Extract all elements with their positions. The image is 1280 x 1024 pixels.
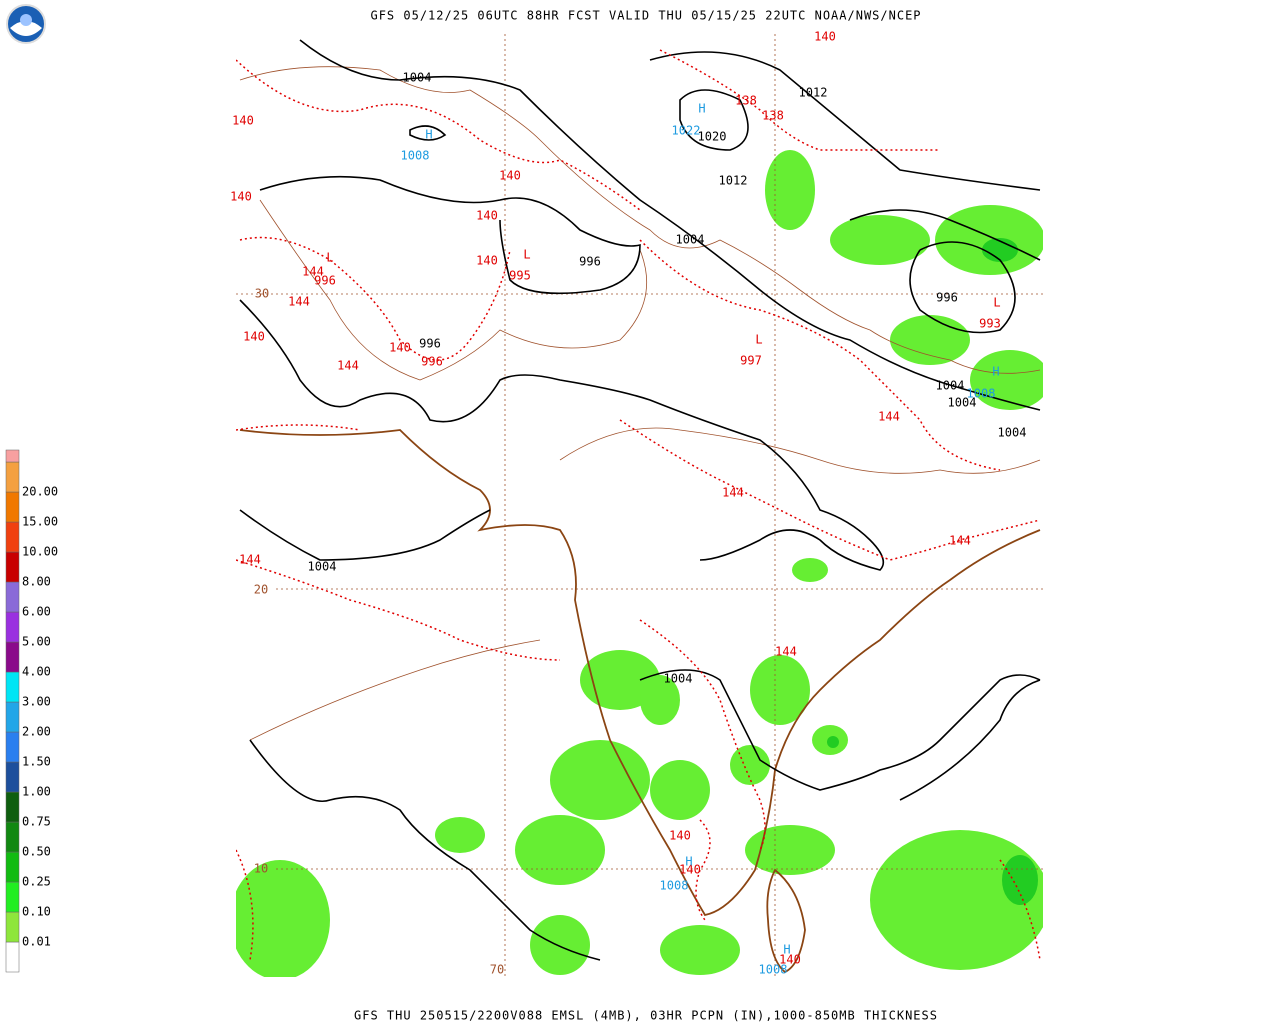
header-title: GFS 05/12/25 06UTC 88HR FCST VALID THU 0… <box>370 9 921 23</box>
legend-label: 1.50 <box>22 755 51 769</box>
grid-label: 10 <box>254 862 268 876</box>
low-marker: L <box>755 333 762 347</box>
grid-label: 20 <box>254 583 268 597</box>
high-value: 1008 <box>967 387 996 401</box>
legend-swatch <box>5 581 20 613</box>
pressure-label: 1012 <box>799 86 828 100</box>
thickness-label: 140 <box>779 953 801 967</box>
legend-swatch <box>5 461 20 493</box>
thickness-label: 144 <box>722 486 744 500</box>
high-marker: H <box>425 128 432 142</box>
legend-label: 10.00 <box>22 545 58 559</box>
map-area <box>236 34 1043 977</box>
thickness-label: 144 <box>775 645 797 659</box>
legend-swatch <box>5 701 20 733</box>
legend-label: 5.00 <box>22 635 51 649</box>
legend-label: 3.00 <box>22 695 51 709</box>
high-value: 1022 <box>672 124 701 138</box>
thickness-label: 140 <box>476 254 498 268</box>
thickness-label: 144 <box>288 295 310 309</box>
low-value: 993 <box>979 317 1001 331</box>
low-marker: L <box>326 251 333 265</box>
footer-caption: GFS THU 250515/2200V088 EMSL (4MB), 03HR… <box>354 1009 938 1023</box>
thickness-label: 144 <box>239 553 261 567</box>
low-value: 996 <box>314 274 336 288</box>
thickness-label: 140 <box>669 829 691 843</box>
legend-swatch <box>5 851 20 883</box>
legend-swatch <box>5 911 20 943</box>
high-value: 1008 <box>759 963 788 977</box>
thickness-label: 140 <box>679 863 701 877</box>
legend-swatch <box>5 551 20 583</box>
pressure-label: 1004 <box>936 379 965 393</box>
thickness-label: 140 <box>243 330 265 344</box>
precip <box>236 150 1043 977</box>
pressure-label: 996 <box>419 337 441 351</box>
legend-swatch <box>5 521 20 553</box>
thickness-label: 138 <box>762 109 784 123</box>
high-marker: H <box>698 102 705 116</box>
thickness-label: 144 <box>302 265 324 279</box>
pressure-label: 996 <box>936 291 958 305</box>
legend-swatch <box>5 791 20 823</box>
low-value: 995 <box>509 269 531 283</box>
pressure-label: 1004 <box>403 71 432 85</box>
thickness-label: 140 <box>476 209 498 223</box>
pressure-label: 996 <box>579 255 601 269</box>
thickness-label: 144 <box>337 359 359 373</box>
thickness-label: 140 <box>814 30 836 44</box>
legend-swatch <box>5 761 20 793</box>
high-marker: H <box>783 943 790 957</box>
pressure-label: 1004 <box>948 396 977 410</box>
low-value: 996 <box>421 355 443 369</box>
thickness-label: 144 <box>878 410 900 424</box>
legend-swatch <box>5 449 20 463</box>
high-marker: H <box>992 365 999 379</box>
legend-label: 0.50 <box>22 845 51 859</box>
thickness-label: 140 <box>232 114 254 128</box>
legend-swatch <box>5 821 20 853</box>
legend-label: 6.00 <box>22 605 51 619</box>
noaa-logo <box>6 4 46 44</box>
pressure-label: 1004 <box>676 233 705 247</box>
thickness-label: 140 <box>499 169 521 183</box>
pressure-label: 1004 <box>998 426 1027 440</box>
thickness-label: 140 <box>389 341 411 355</box>
legend-label: 2.00 <box>22 725 51 739</box>
legend-label: 15.00 <box>22 515 58 529</box>
legend-label: 20.00 <box>22 485 58 499</box>
high-value: 1008 <box>401 149 430 163</box>
pressure-label: 1004 <box>308 560 337 574</box>
legend-label: 8.00 <box>22 575 51 589</box>
legend-swatch <box>5 671 20 703</box>
map-labels: 30 20 10 70 1004 1012 1020 1012 1004 996 996 996 100… <box>230 30 1026 977</box>
grid-label: 30 <box>255 287 269 301</box>
legend-swatch <box>5 611 20 643</box>
low-value: 997 <box>740 354 762 368</box>
thickness-label: 138 <box>735 94 757 108</box>
legend-swatch <box>5 641 20 673</box>
legend-swatch <box>5 881 20 913</box>
pressure-label: 1004 <box>664 672 693 686</box>
thickness-label: 144 <box>949 534 971 548</box>
legend-label: 0.25 <box>22 875 51 889</box>
legend-label: 4.00 <box>22 665 51 679</box>
legend-swatch <box>5 731 20 763</box>
pressure-label: 1012 <box>719 174 748 188</box>
thickness-label: 140 <box>230 190 252 204</box>
legend-label: 1.00 <box>22 785 51 799</box>
pressure-label: 1020 <box>698 130 727 144</box>
legend-label: 0.10 <box>22 905 51 919</box>
legend-label: 0.01 <box>22 935 51 949</box>
legend-label: 0.75 <box>22 815 51 829</box>
grid-label: 70 <box>490 963 504 977</box>
legend-swatch <box>5 491 20 523</box>
legend-swatch <box>5 941 20 973</box>
low-marker: L <box>523 248 530 262</box>
high-marker: H <box>685 855 692 869</box>
high-value: 1008 <box>660 879 689 893</box>
low-marker: L <box>993 296 1000 310</box>
precip-legend: 0.01 0.10 0.25 0.50 0.75 1.00 1.50 2.00 3.00 4.00… <box>5 449 58 973</box>
